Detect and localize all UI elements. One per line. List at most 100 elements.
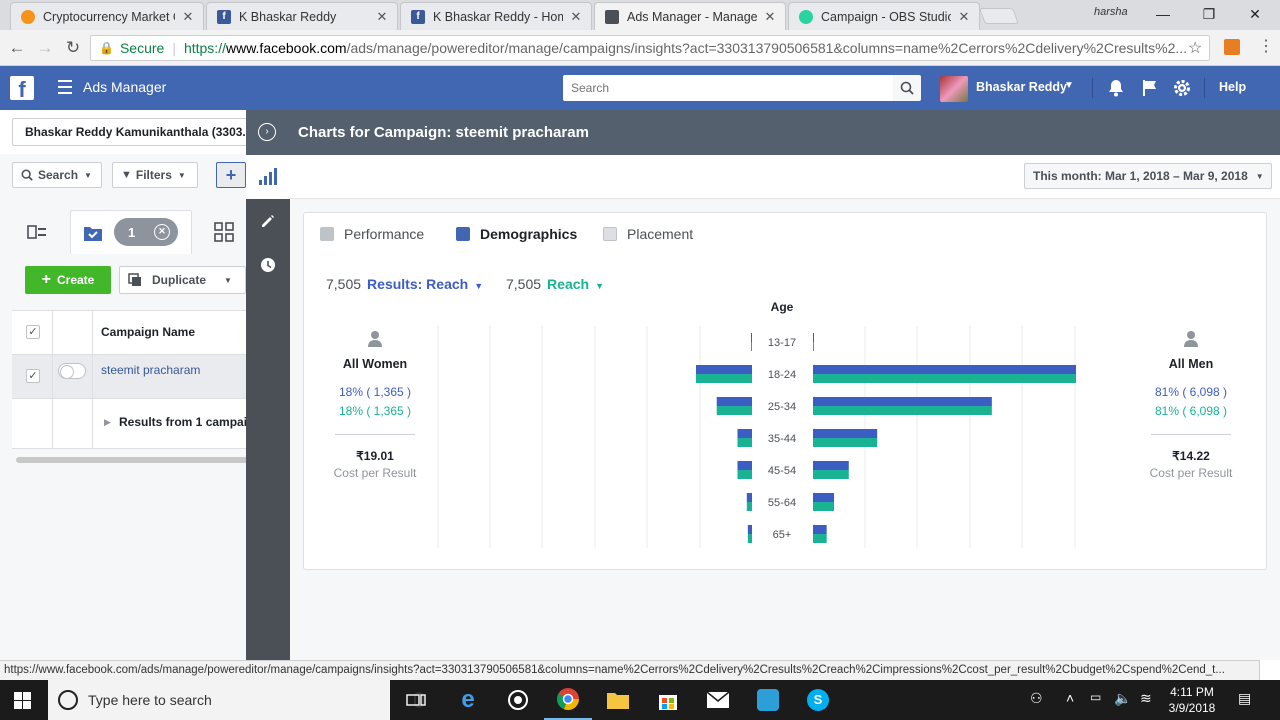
men-results-bar[interactable] bbox=[813, 429, 878, 438]
sync-app-icon[interactable] bbox=[744, 680, 792, 720]
select-all-checkbox[interactable]: ✓ bbox=[26, 325, 40, 339]
table-row[interactable]: ✓ steemit pracharam bbox=[12, 355, 246, 399]
close-tab-icon[interactable]: ✕ bbox=[570, 8, 582, 24]
history-button[interactable] bbox=[246, 243, 290, 287]
help-link[interactable]: Help bbox=[1219, 80, 1247, 94]
skype-icon[interactable]: S bbox=[794, 680, 842, 720]
browser-tab[interactable]: f K Bhaskar Reddy - Home ✕ bbox=[400, 2, 592, 30]
horizontal-scrollbar[interactable] bbox=[16, 457, 248, 463]
store-icon[interactable] bbox=[644, 680, 692, 720]
windows-start-icon[interactable] bbox=[14, 692, 32, 709]
tab-adsets[interactable] bbox=[202, 210, 246, 254]
new-tab-button[interactable] bbox=[979, 8, 1019, 24]
volume-icon[interactable]: 🔈 bbox=[1114, 690, 1132, 706]
men-reach-bar[interactable] bbox=[813, 502, 835, 511]
microphone-icon[interactable] bbox=[414, 692, 424, 708]
men-results-bar[interactable] bbox=[813, 365, 1076, 374]
edit-button[interactable] bbox=[246, 199, 290, 243]
chevron-down-icon[interactable]: ▼ bbox=[1064, 80, 1074, 91]
tab-performance[interactable]: Performance bbox=[320, 226, 424, 242]
bell-icon[interactable] bbox=[1106, 78, 1126, 98]
close-tab-icon[interactable]: ✕ bbox=[764, 8, 776, 24]
women-results-bar[interactable] bbox=[746, 493, 752, 502]
tab-placement[interactable]: Placement bbox=[603, 226, 693, 242]
men-results-bar[interactable] bbox=[813, 333, 814, 342]
close-tab-icon[interactable]: ✕ bbox=[182, 8, 194, 24]
collapse-panel-icon[interactable]: › bbox=[258, 123, 276, 141]
bookmark-star-icon[interactable]: ☆ bbox=[1188, 40, 1203, 57]
expand-arrow-icon[interactable]: ▶ bbox=[104, 417, 111, 427]
women-results-bar[interactable] bbox=[737, 461, 752, 470]
men-reach-bar[interactable] bbox=[813, 374, 1076, 383]
gear-icon[interactable] bbox=[1172, 78, 1192, 98]
close-window-icon[interactable]: ✕ bbox=[1249, 6, 1261, 22]
selected-count-badge[interactable]: 1 ✕ bbox=[114, 218, 178, 246]
women-results-bar[interactable] bbox=[751, 333, 752, 342]
women-reach-bar[interactable] bbox=[716, 406, 752, 415]
back-icon[interactable]: ← bbox=[8, 38, 26, 57]
men-results-bar[interactable] bbox=[813, 397, 992, 406]
browser-tab[interactable]: Campaign - OBS Studio ✕ bbox=[788, 2, 980, 30]
restore-icon[interactable]: ❐ bbox=[1202, 6, 1216, 22]
url-input[interactable]: 🔒 Secure | https://www.facebook.com/ads/… bbox=[90, 35, 1210, 61]
men-reach-bar[interactable] bbox=[813, 342, 814, 351]
women-results-bar[interactable] bbox=[737, 429, 752, 438]
search-input[interactable] bbox=[563, 75, 893, 101]
women-reach-bar[interactable] bbox=[696, 374, 752, 383]
browser-tab[interactable]: f K Bhaskar Reddy ✕ bbox=[206, 2, 398, 30]
tab-demographics[interactable]: Demographics bbox=[456, 226, 577, 242]
column-header[interactable]: Campaign Name bbox=[101, 325, 196, 339]
clear-selection-icon[interactable]: ✕ bbox=[154, 224, 170, 240]
create-button[interactable]: + Create bbox=[25, 266, 111, 294]
forward-icon[interactable]: → bbox=[36, 38, 54, 57]
people-icon[interactable]: ⚇ bbox=[1030, 690, 1043, 706]
date-range-selector[interactable]: This month: Mar 1, 2018 – Mar 9, 2018 ▼ bbox=[1024, 163, 1272, 189]
filters-button[interactable]: ▼ Filters ▼ bbox=[112, 162, 198, 188]
hamburger-menu-icon[interactable] bbox=[58, 80, 72, 98]
browser-tab[interactable]: Cryptocurrency Market C ✕ bbox=[10, 2, 204, 30]
women-results-bar[interactable] bbox=[747, 525, 752, 534]
women-reach-bar[interactable] bbox=[751, 342, 752, 351]
men-results-bar[interactable] bbox=[813, 461, 849, 470]
app-name[interactable]: Ads Manager bbox=[83, 79, 167, 95]
women-results-bar[interactable] bbox=[696, 365, 752, 374]
menu-dots-icon[interactable]: ⋮ bbox=[1258, 38, 1274, 55]
search-button[interactable] bbox=[893, 75, 921, 101]
file-explorer-icon[interactable] bbox=[594, 680, 642, 720]
flag-icon[interactable] bbox=[1140, 78, 1160, 98]
browser-tab-active[interactable]: Ads Manager - Manage A ✕ bbox=[594, 2, 786, 30]
women-results-bar[interactable] bbox=[716, 397, 752, 406]
women-reach-bar[interactable] bbox=[747, 534, 752, 543]
notification-icon[interactable]: ▤ bbox=[1238, 690, 1252, 706]
women-reach-bar[interactable] bbox=[737, 438, 752, 447]
close-tab-icon[interactable]: ✕ bbox=[376, 8, 388, 24]
add-filter-button[interactable]: + bbox=[216, 162, 246, 188]
avatar[interactable] bbox=[940, 76, 968, 102]
chevron-down-icon[interactable]: ▼ bbox=[224, 275, 232, 285]
task-view-icon[interactable] bbox=[392, 680, 440, 720]
charts-button[interactable] bbox=[246, 155, 290, 199]
chevron-up-icon[interactable]: ˄ bbox=[1066, 690, 1075, 706]
wifi-icon[interactable]: ≋ bbox=[1140, 690, 1152, 706]
search-button[interactable]: Search ▼ bbox=[12, 162, 102, 188]
campaign-name-link[interactable]: steemit pracharam bbox=[101, 363, 201, 377]
women-reach-bar[interactable] bbox=[746, 502, 752, 511]
taskbar-search[interactable]: Type here to search bbox=[48, 680, 424, 720]
duplicate-button[interactable]: Duplicate ▼ bbox=[119, 266, 246, 294]
extension-icon[interactable] bbox=[1224, 39, 1240, 55]
campaign-toggle[interactable] bbox=[58, 363, 86, 379]
metric-selector-reach[interactable]: 7,505 Reach ▼ bbox=[506, 276, 604, 292]
account-selector[interactable]: Bhaskar Reddy Kamunikanthala (3303... bbox=[12, 118, 252, 146]
minimize-icon[interactable]: — bbox=[1156, 6, 1170, 22]
men-results-bar[interactable] bbox=[813, 525, 827, 534]
facebook-logo-icon[interactable]: f bbox=[10, 76, 34, 102]
user-name[interactable]: Bhaskar Reddy bbox=[976, 80, 1068, 94]
metric-selector-results[interactable]: 7,505 Results: Reach ▼ bbox=[326, 276, 483, 292]
men-reach-bar[interactable] bbox=[813, 438, 878, 447]
reload-icon[interactable]: ↻ bbox=[65, 38, 81, 57]
profile-name[interactable]: harsha bbox=[1094, 6, 1128, 18]
mail-icon[interactable] bbox=[694, 680, 742, 720]
battery-icon[interactable]: ▭ bbox=[1090, 690, 1102, 704]
men-reach-bar[interactable] bbox=[813, 406, 992, 415]
men-reach-bar[interactable] bbox=[813, 470, 849, 479]
